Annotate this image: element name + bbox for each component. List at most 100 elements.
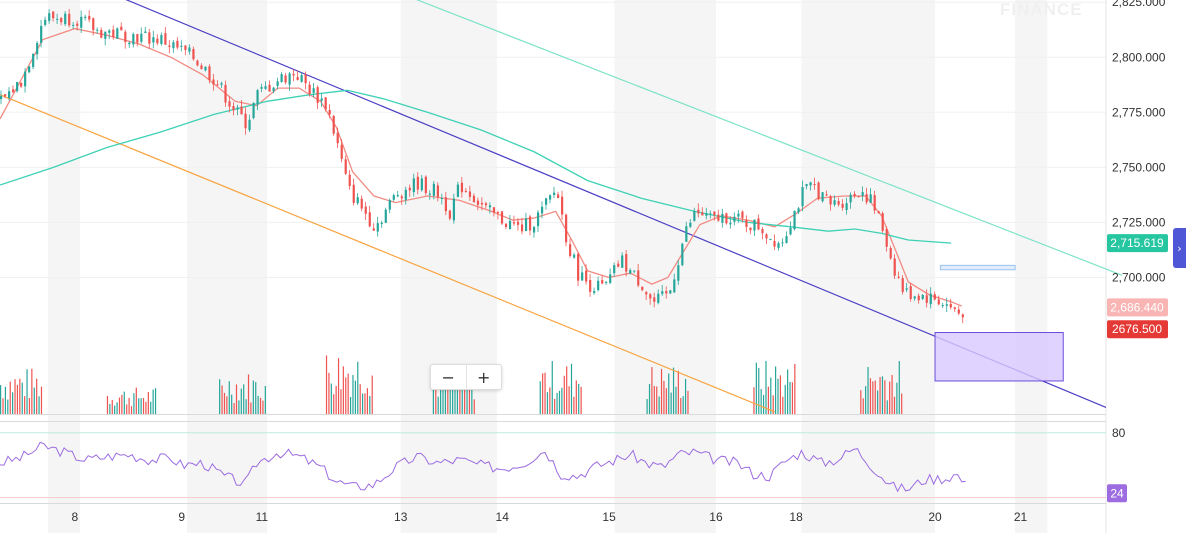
zoom-in-button[interactable]: + [465, 365, 502, 389]
candle-body [160, 35, 163, 44]
candle-body [388, 199, 391, 210]
time-tick-label: 18 [789, 510, 803, 524]
volume-bar [901, 393, 903, 414]
volume-bar [466, 372, 468, 414]
volume-bar [860, 390, 862, 414]
candle-body [749, 227, 752, 231]
candle-body [416, 176, 419, 190]
candle-body [384, 209, 387, 223]
volume-bar [361, 393, 364, 414]
highlight-zone [934, 332, 1064, 382]
volume-bar [135, 387, 137, 414]
candle-body [673, 279, 676, 293]
candle-body [276, 81, 279, 86]
volume-bar [884, 380, 886, 414]
volume-bar [653, 385, 655, 414]
volume-bar [779, 375, 782, 414]
price-tick-label: 2,750.000 [1112, 160, 1166, 174]
candle-body [589, 279, 592, 292]
time-tick-label: 11 [256, 510, 269, 524]
volume-bar [21, 382, 23, 414]
candle-body [96, 29, 99, 31]
volume-bar [561, 387, 563, 414]
candle-body [132, 34, 135, 45]
candle-body [364, 206, 367, 214]
candle-body [260, 87, 263, 89]
candle-body [224, 84, 227, 103]
volume-bar [542, 373, 544, 414]
volume-bar [435, 381, 437, 414]
volume-bar [335, 385, 337, 414]
zoom-out-button[interactable]: − [441, 367, 455, 387]
candle-body [444, 197, 448, 212]
candle-body [156, 38, 159, 44]
volume-bar [646, 399, 648, 414]
candle-body [376, 223, 379, 232]
candle-body [945, 304, 948, 306]
candle-body [805, 184, 808, 187]
volume-bar [4, 386, 7, 414]
volume-bar [133, 393, 135, 414]
candle-body [360, 198, 363, 209]
candle-body [216, 84, 219, 86]
time-tick-label: 21 [1014, 510, 1028, 524]
volume-bar [787, 369, 789, 414]
candle-body [340, 144, 343, 159]
candle-body [613, 265, 616, 274]
volume-bar [789, 381, 791, 414]
time-tick-label: 16 [709, 510, 723, 524]
candle-body [108, 30, 111, 33]
volume-bar [677, 370, 679, 414]
candle-body [280, 74, 283, 82]
candle-body [180, 45, 183, 47]
volume-bar [648, 383, 651, 414]
side-panel-toggle[interactable]: › [1173, 228, 1186, 268]
volume-bar [784, 384, 786, 414]
watermark: FINANCE [1000, 0, 1083, 19]
volume-bar [26, 369, 28, 414]
volume-bar [352, 374, 354, 414]
candle-body [873, 195, 876, 211]
last-price-value: 2676.500 [1112, 322, 1162, 336]
candle-body [200, 65, 203, 69]
volume-bar [872, 381, 874, 414]
moving-averages [0, 27, 962, 307]
volume-bar [250, 402, 252, 414]
volume-bar [556, 392, 558, 414]
candle-body [705, 213, 708, 216]
candle-body [332, 115, 335, 134]
volume-bar [862, 398, 864, 414]
volume-bar [549, 387, 551, 414]
candle-body [300, 74, 303, 82]
candle-body [677, 265, 680, 281]
time-tick-label: 20 [928, 510, 942, 524]
volume-bar [147, 391, 149, 414]
candle-body [64, 13, 67, 25]
candle-body [292, 73, 295, 76]
candle-body [40, 25, 43, 43]
volume-bar [473, 399, 475, 414]
volume-bar [126, 404, 128, 414]
time-tick-label: 8 [71, 510, 78, 524]
session-shading [48, 0, 1048, 533]
candle-body [553, 192, 556, 196]
volume-bar [684, 378, 687, 414]
candle-body [809, 182, 812, 186]
volume-bar [437, 396, 439, 414]
candle-body [885, 229, 888, 247]
volume-bar [755, 362, 757, 414]
volume-bar [223, 392, 226, 414]
candle-body [248, 119, 251, 131]
candle-body [252, 102, 255, 118]
candle-body [492, 207, 496, 213]
volume-bar [16, 384, 19, 414]
candle-body [845, 203, 848, 210]
candle-body [212, 79, 215, 85]
volume-bar [879, 377, 881, 414]
candle-body [272, 87, 275, 92]
candle-body [681, 243, 684, 266]
volume-bar [891, 374, 893, 414]
candle-body [164, 33, 167, 45]
volume-bar [432, 380, 434, 414]
candle-body [893, 258, 896, 276]
